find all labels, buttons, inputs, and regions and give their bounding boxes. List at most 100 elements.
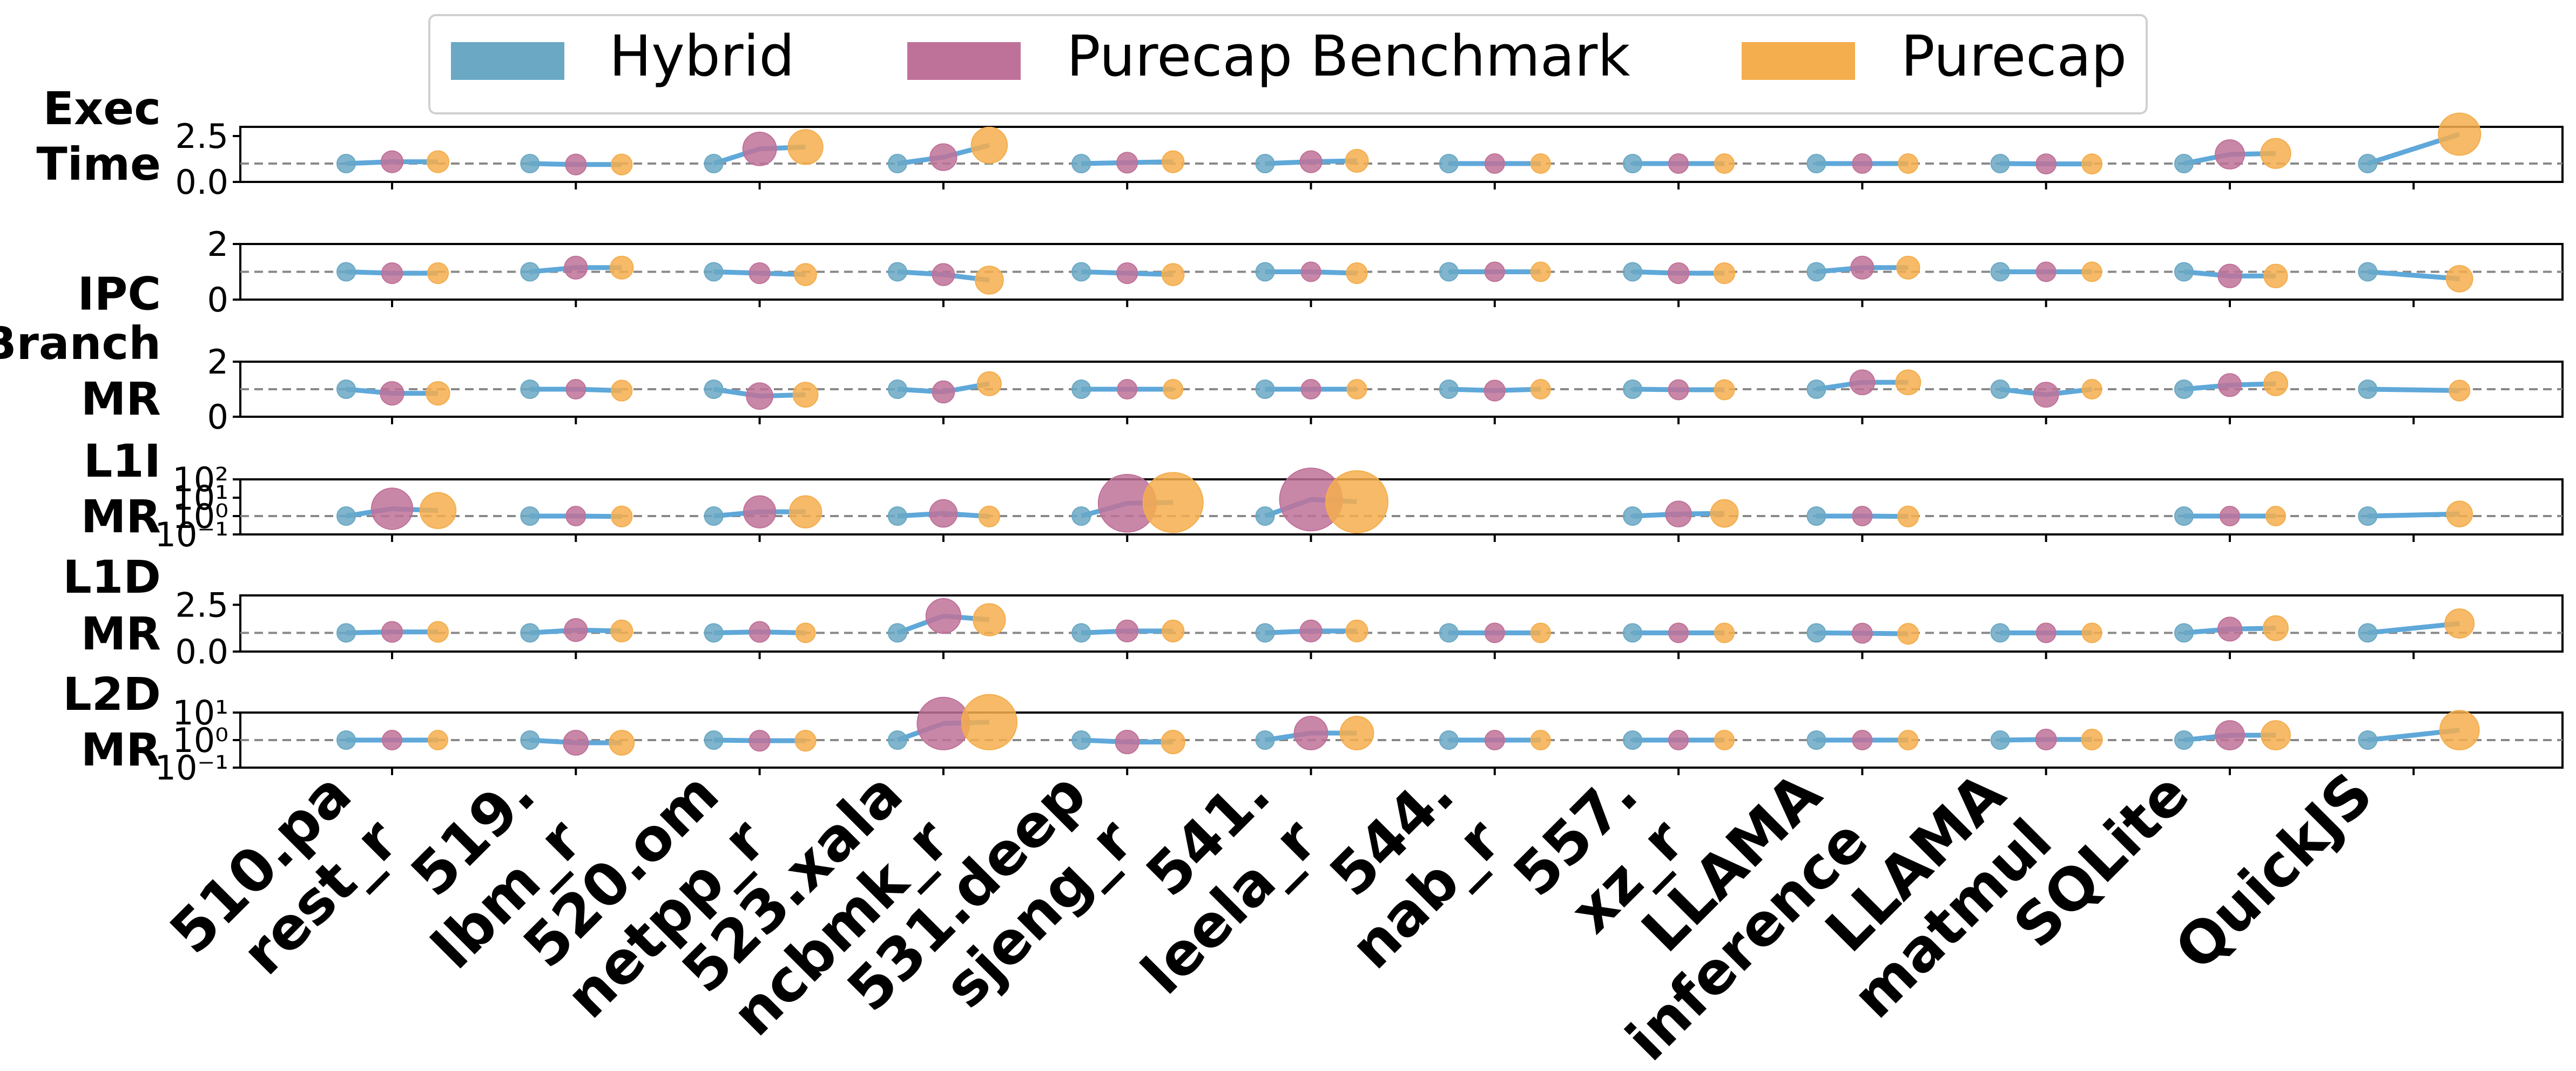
marker-purecap: [2081, 153, 2103, 175]
axes-frame: [239, 594, 2564, 653]
marker-purecap-benchmark: [381, 621, 403, 643]
marker-purecap-benchmark: [2035, 153, 2057, 175]
marker-purecap: [609, 730, 635, 756]
marker-purecap: [794, 263, 817, 286]
panel-ylabel: L1D: [63, 551, 161, 604]
x-category-label: QuickJS: [2162, 760, 2385, 983]
y-tick-label: 10⁰: [172, 497, 228, 536]
marker-hybrid: [887, 730, 907, 750]
marker-purecap: [1714, 153, 1735, 174]
marker-hybrid: [1255, 379, 1275, 399]
panel-ylabel: Exec: [43, 82, 161, 135]
marker-hybrid: [704, 154, 724, 173]
marker-purecap: [795, 622, 816, 643]
marker-hybrid: [1071, 262, 1091, 282]
marker-purecap: [2449, 379, 2471, 402]
marker-purecap-benchmark: [380, 150, 404, 173]
marker-purecap: [1346, 379, 1367, 399]
marker-purecap: [610, 255, 634, 280]
marker-hybrid: [1439, 379, 1459, 399]
marker-purecap-benchmark: [565, 506, 586, 526]
marker-purecap-benchmark: [380, 381, 404, 406]
panels: 0.02.5ExecTime02IPC02BranchMR10⁻¹10⁰10¹1…: [0, 82, 2564, 788]
marker-hybrid: [887, 623, 907, 643]
y-tick-label: 0.0: [175, 632, 228, 672]
marker-hybrid: [1255, 506, 1275, 526]
marker-purecap-benchmark: [743, 495, 777, 528]
y-tick-label: 2.5: [175, 117, 228, 156]
marker-hybrid: [2174, 379, 2194, 399]
marker-purecap: [2439, 710, 2480, 750]
panel-branch-mr: 0 2 BranchMR: [0, 317, 2564, 437]
marker-purecap: [1897, 505, 1919, 527]
panel-ylabel: L2D: [63, 668, 161, 721]
marker-purecap-benchmark: [1668, 730, 1689, 750]
marker-hybrid: [1806, 154, 1826, 173]
marker-purecap-benchmark: [381, 262, 403, 284]
marker-purecap: [1897, 622, 1919, 645]
marker-hybrid: [1439, 730, 1459, 750]
marker-hybrid: [336, 730, 356, 750]
marker-hybrid: [704, 506, 724, 526]
marker-purecap-benchmark: [1484, 730, 1505, 750]
marker-purecap: [611, 153, 633, 175]
marker-hybrid: [1806, 506, 1826, 526]
marker-purecap-benchmark: [1300, 261, 1321, 282]
marker-purecap: [1714, 730, 1735, 750]
marker-hybrid: [1623, 730, 1643, 750]
marker-hybrid: [1071, 154, 1091, 173]
marker-hybrid: [2358, 379, 2378, 399]
marker-purecap: [1530, 730, 1551, 750]
marker-hybrid: [1439, 154, 1459, 173]
marker-purecap: [2081, 622, 2102, 643]
marker-hybrid: [887, 379, 907, 399]
legend-swatch: [1742, 42, 1855, 80]
marker-purecap: [611, 379, 633, 402]
marker-hybrid: [336, 262, 356, 282]
marker-hybrid: [1071, 623, 1091, 643]
marker-hybrid: [2358, 262, 2378, 282]
marker-purecap-benchmark: [1668, 379, 1689, 401]
marker-purecap: [426, 150, 450, 173]
marker-purecap: [610, 619, 633, 642]
marker-hybrid: [336, 623, 356, 643]
marker-purecap-benchmark: [382, 730, 402, 750]
marker-hybrid: [1255, 623, 1275, 643]
marker-hybrid: [1071, 506, 1091, 526]
marker-hybrid: [2174, 623, 2194, 643]
marker-purecap-benchmark: [1852, 506, 1873, 526]
marker-purecap: [788, 495, 822, 528]
marker-purecap-benchmark: [1667, 262, 1690, 284]
marker-purecap: [611, 505, 633, 527]
marker-purecap-benchmark: [929, 143, 957, 171]
marker-hybrid: [2358, 154, 2378, 173]
marker-purecap: [2260, 138, 2291, 169]
x-category-line: QuickJS: [2162, 760, 2385, 983]
marker-hybrid: [1806, 623, 1826, 643]
panel-ylabel: L1I: [84, 435, 161, 487]
marker-purecap: [2438, 112, 2481, 156]
marker-purecap-benchmark: [1116, 619, 1139, 642]
marker-purecap: [2444, 608, 2475, 639]
y-tick-label: 0.0: [175, 162, 228, 202]
x-category-label: 510.parest_r: [157, 760, 410, 1013]
marker-purecap-benchmark: [1484, 261, 1505, 282]
marker-hybrid: [2174, 730, 2194, 750]
marker-purecap-benchmark: [2217, 263, 2242, 288]
legend-label: Purecap: [1901, 23, 2127, 89]
y-tick-label: 10⁻¹: [155, 515, 228, 554]
marker-purecap: [2081, 261, 2102, 282]
marker-purecap-benchmark: [2035, 261, 2056, 282]
marker-purecap: [1530, 379, 1551, 399]
marker-purecap-benchmark: [1293, 716, 1329, 750]
marker-purecap-benchmark: [1849, 369, 1876, 396]
marker-purecap: [427, 621, 449, 643]
x-category-label: 544.nab_r: [1291, 760, 1513, 982]
marker-purecap: [787, 129, 824, 165]
marker-hybrid: [1990, 623, 2010, 643]
marker-purecap: [1530, 622, 1551, 643]
marker-purecap: [427, 262, 449, 284]
